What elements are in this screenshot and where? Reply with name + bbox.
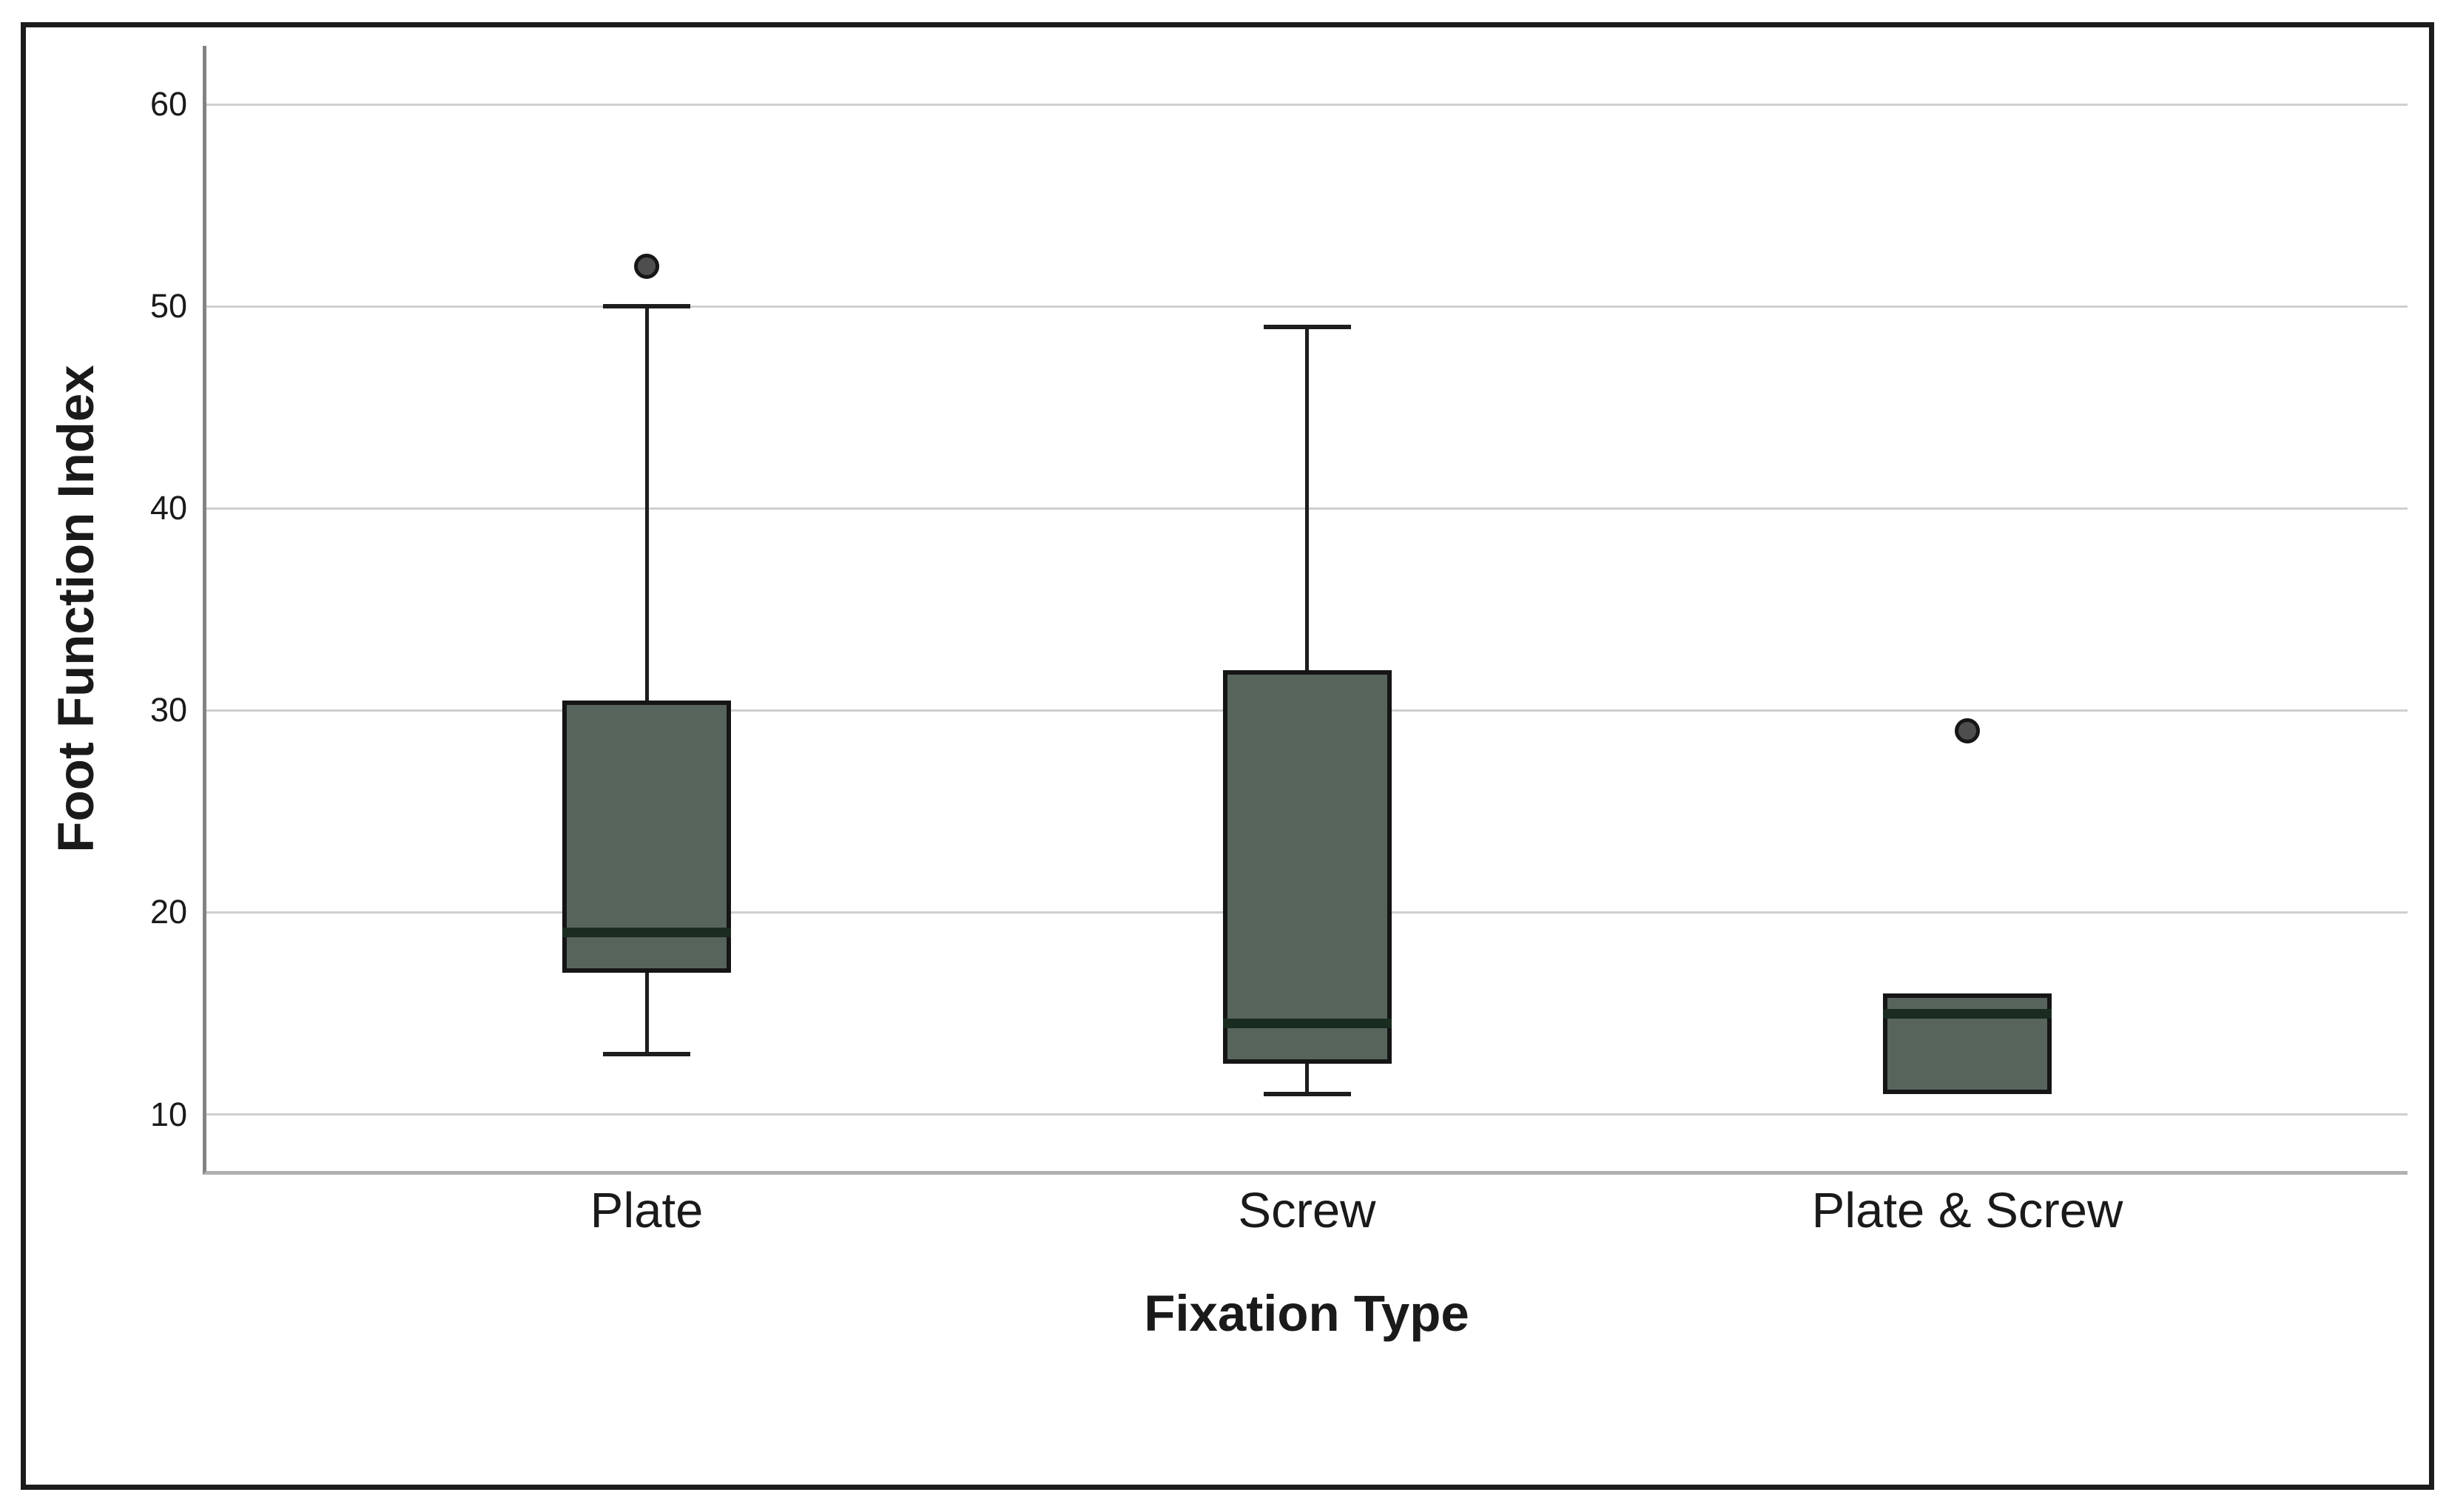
h-gridline [206, 305, 2408, 308]
upper-whisker-stem-screw [1305, 326, 1309, 670]
lower-whisker-stem-plate [644, 973, 649, 1054]
x-category-label-screw: Screw [1238, 1183, 1376, 1238]
y-tick-label: 20 [149, 893, 187, 931]
h-gridline [206, 103, 2408, 106]
median-line-plate [562, 928, 731, 938]
lower-whisker-cap-screw [1263, 1092, 1351, 1097]
upper-whisker-cap-plate [603, 304, 690, 309]
x-category-label-plate: Plate [590, 1183, 704, 1238]
h-gridline [206, 1113, 2408, 1116]
y-tick-label: 60 [149, 85, 187, 124]
upper-whisker-stem-plate [644, 306, 649, 701]
upper-whisker-cap-screw [1263, 324, 1351, 329]
y-tick-label: 40 [149, 489, 187, 527]
lower-whisker-cap-plate [603, 1051, 690, 1056]
plot-area [203, 46, 2408, 1175]
y-tick-label: 10 [149, 1095, 187, 1133]
outlier-point-plate-screw [1955, 718, 1980, 743]
x-axis-title: Fixation Type [1144, 1285, 1469, 1342]
box-screw [1222, 669, 1392, 1064]
median-line-plate-screw [1883, 1008, 2052, 1019]
box-plate [562, 700, 731, 973]
lower-whisker-stem-screw [1305, 1064, 1309, 1095]
figure-border-frame [21, 22, 2434, 1490]
median-line-screw [1222, 1019, 1392, 1029]
outlier-point-plate [634, 253, 659, 279]
y-axis-title: Foot Function Index [47, 365, 104, 853]
y-tick-label: 30 [149, 691, 187, 729]
y-tick-label: 50 [149, 287, 187, 325]
x-category-label-plate-screw: Plate & Screw [1811, 1183, 2123, 1238]
